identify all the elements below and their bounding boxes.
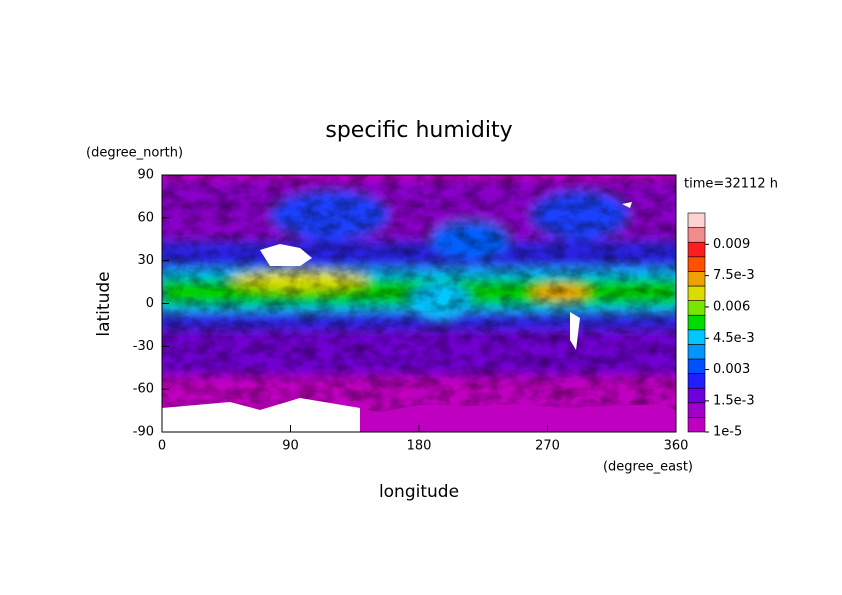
- colorbar-label: 0.006: [713, 299, 750, 314]
- colorbar-label: 1e-5: [713, 425, 742, 440]
- time-annotation: time=32112 h: [684, 177, 778, 192]
- x-unit: (degree_east): [603, 460, 693, 475]
- colorbar-label: 4.5e-3: [713, 331, 755, 346]
- colorbar-box: [687, 300, 706, 316]
- y-axis-label: latitude: [94, 271, 114, 336]
- colorbar-box: [687, 402, 706, 418]
- x-tick-label: 90: [282, 439, 299, 454]
- x-tick-label: 360: [664, 439, 689, 454]
- colorbar-label: 7.5e-3: [713, 268, 755, 283]
- colorbar-box: [687, 227, 706, 243]
- x-axis-label: longitude: [379, 482, 459, 502]
- colorbar-box: [687, 329, 706, 345]
- y-unit: (degree_north): [86, 146, 183, 161]
- chart-title: specific humidity: [325, 118, 512, 143]
- colorbar-box: [687, 212, 706, 228]
- y-tick-label: 60: [137, 210, 154, 225]
- colorbar-label: 1.5e-3: [713, 393, 755, 408]
- y-tick-label: 0: [146, 296, 154, 311]
- colorbar-box: [687, 373, 706, 389]
- humidity-field: [162, 175, 676, 432]
- x-tick-label: 180: [407, 439, 432, 454]
- y-tick-label: -90: [133, 425, 154, 440]
- colorbar-box: [687, 271, 706, 287]
- colorbar-box: [687, 358, 706, 374]
- colorbar-box: [687, 417, 706, 433]
- y-tick-label: -60: [133, 382, 154, 397]
- colorbar-label: 0.009: [713, 237, 750, 252]
- colorbar-label: 0.003: [713, 362, 750, 377]
- colorbar-box: [687, 344, 706, 360]
- y-tick-label: -30: [133, 339, 154, 354]
- colorbar-box: [687, 387, 706, 404]
- axes: 0 90 180 270 360 -90 -60 -30 0 30 60 90 1e-5 1.5e-3 0.…: [133, 168, 755, 454]
- colorbar-box: [687, 241, 706, 258]
- y-tick-label: 30: [137, 253, 154, 268]
- colorbar-box: [687, 256, 706, 272]
- x-tick-label: 270: [535, 439, 560, 454]
- x-tick-label: 0: [158, 439, 166, 454]
- colorbar-box: [687, 285, 706, 301]
- colorbar-box: [687, 314, 706, 331]
- y-tick-label: 90: [137, 168, 154, 183]
